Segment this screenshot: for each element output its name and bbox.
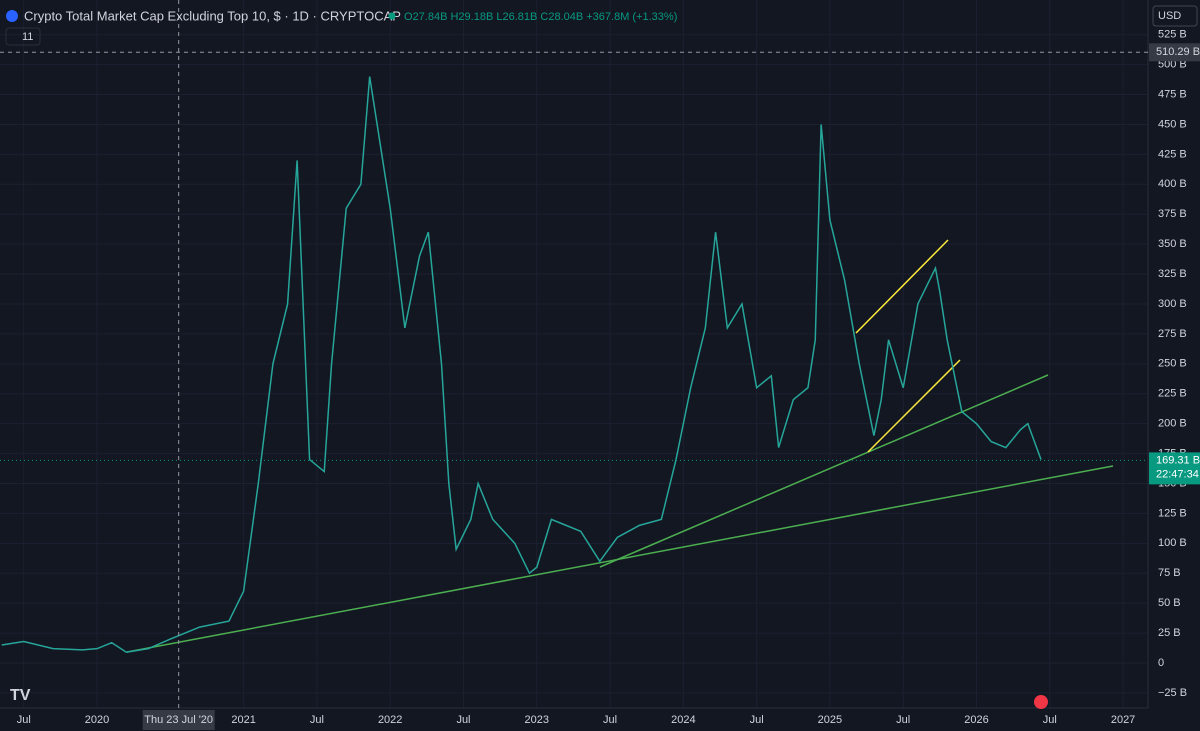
y-tick-label: 125 B (1158, 507, 1187, 519)
trend-line[interactable] (599, 374, 1049, 568)
currency-button[interactable] (1152, 5, 1198, 27)
crosshair-y-label: 510.29 B (1156, 46, 1200, 58)
ohlc: O27.84B H29.18B L26.81B C28.04B +367.8M … (404, 11, 677, 23)
x-tick-label: Jul (1043, 714, 1057, 726)
price-line (1, 76, 1042, 654)
y-tick-label: 500 B (1158, 59, 1187, 71)
y-tick-label: 525 B (1158, 29, 1187, 41)
x-tick-label: 2027 (1111, 714, 1135, 726)
symbol-title[interactable]: Crypto Total Market Cap Excluding Top 10… (24, 8, 401, 23)
currency[interactable]: USD (1158, 10, 1181, 22)
x-tick-label: 2020 (85, 714, 109, 726)
y-tick-label: 0 (1158, 657, 1164, 669)
x-tick-label: Jul (17, 714, 31, 726)
x-tick-label: 2023 (525, 714, 549, 726)
event-marker[interactable] (1034, 695, 1048, 709)
logo: TV (10, 687, 31, 704)
countdown: 22:47:34 (1156, 468, 1199, 480)
price-axis (1148, 0, 1200, 731)
y-tick-label: 350 B (1158, 238, 1187, 250)
y-tick-label: 225 B (1158, 388, 1187, 400)
x-tick-label: 2022 (378, 714, 402, 726)
y-tick-label: 25 B (1158, 627, 1181, 639)
y-tick-label: 375 B (1158, 208, 1187, 220)
symbol-logo (6, 10, 18, 22)
indicator-toggle[interactable] (5, 27, 41, 46)
y-tick-label: 450 B (1158, 118, 1187, 130)
y-tick-label: 50 B (1158, 597, 1181, 609)
x-tick-label: Jul (310, 714, 324, 726)
y-tick-label: 200 B (1158, 418, 1187, 430)
x-tick-label: 2021 (231, 714, 255, 726)
x-tick-label: 2025 (818, 714, 842, 726)
crosshair-x-box (142, 710, 215, 730)
trend-line[interactable] (855, 239, 949, 334)
crosshair-x-label: Thu 23 Jul '20 (144, 714, 213, 726)
y-tick-label: 100 B (1158, 537, 1187, 549)
y-tick-label: 300 B (1158, 298, 1187, 310)
y-tick-label: 400 B (1158, 178, 1187, 190)
x-tick-label: Jul (603, 714, 617, 726)
y-tick-label: 75 B (1158, 567, 1181, 579)
y-tick-label: 425 B (1158, 148, 1187, 160)
status-dot (388, 12, 396, 20)
y-tick-label: 325 B (1158, 268, 1187, 280)
y-tick-label: 275 B (1158, 328, 1187, 340)
last-price-label: 169.31 B (1156, 454, 1200, 466)
indicator-count[interactable]: 11 (22, 31, 33, 43)
x-tick-label: Jul (750, 714, 764, 726)
trend-line[interactable] (867, 359, 961, 453)
x-tick-label: 2024 (671, 714, 695, 726)
y-tick-label: 475 B (1158, 88, 1187, 100)
last-price-box (1149, 452, 1200, 485)
y-tick-label: 250 B (1158, 358, 1187, 370)
x-tick-label: Jul (456, 714, 470, 726)
time-axis (0, 708, 1200, 731)
y-tick-label: −25 B (1158, 687, 1187, 699)
crosshair-y-box (1149, 43, 1200, 62)
x-tick-label: 2026 (964, 714, 988, 726)
x-tick-label: Jul (896, 714, 910, 726)
